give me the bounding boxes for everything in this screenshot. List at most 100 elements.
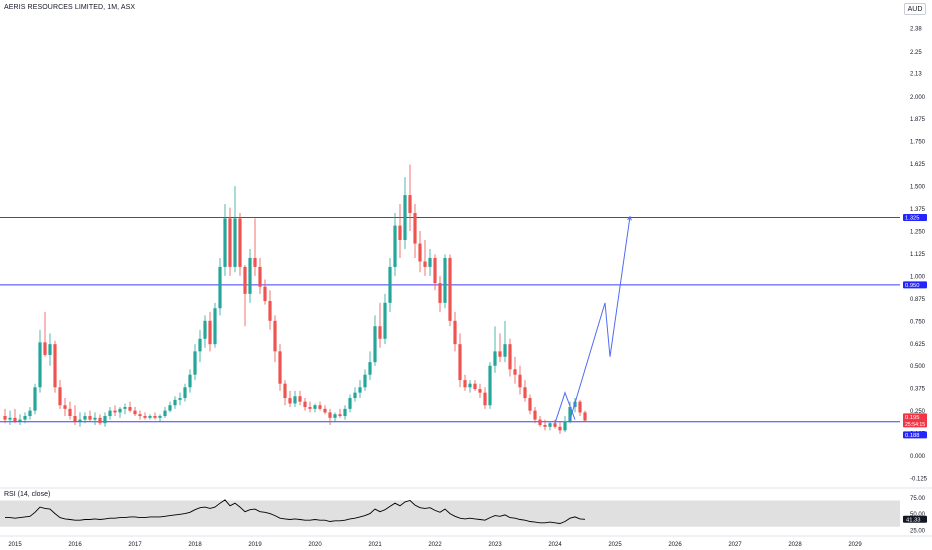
candle-body: [408, 195, 412, 214]
currency-selector[interactable]: AUD: [904, 3, 926, 15]
candle-body: [68, 408, 72, 417]
symbol-title: AERIS RESOURCES LIMITED, 1M, ASX: [4, 4, 136, 11]
candle-body: [48, 344, 52, 355]
candle-body: [568, 407, 572, 422]
rsi-current-box: [903, 515, 927, 523]
candle-body: [393, 225, 397, 267]
candle-body: [483, 392, 487, 406]
candle-body: [378, 326, 382, 339]
level-low-label: 0.188: [905, 433, 920, 439]
price-tick-label: 0.375: [910, 387, 926, 393]
candle-body: [538, 419, 542, 426]
candle-body: [548, 423, 552, 427]
candle-body: [123, 407, 127, 409]
candle-body: [508, 344, 512, 370]
candle-body: [18, 419, 22, 422]
candle-body: [78, 419, 82, 422]
rsi-line: [5, 499, 586, 524]
candle-body: [193, 351, 197, 375]
candle-body: [73, 416, 77, 422]
level-high-label: 1.325: [905, 216, 920, 222]
time-tick-label: 2024: [548, 542, 562, 548]
candle-body: [8, 417, 12, 420]
candle-body: [438, 283, 442, 303]
candle-body: [468, 383, 472, 388]
candle-body: [108, 410, 112, 417]
candle-body: [458, 344, 462, 381]
candle-body: [423, 261, 427, 267]
price-tick-label: 1.875: [910, 117, 926, 123]
candle-body: [223, 218, 227, 267]
price-tick-label: 1.125: [910, 252, 926, 258]
candle-body: [448, 257, 452, 321]
candle-body: [478, 389, 482, 393]
candle-body: [278, 351, 282, 384]
triangle-pattern: [554, 391, 576, 424]
price-tick-label: 2.000: [910, 95, 926, 101]
candle-body: [578, 401, 582, 413]
candle-body: [143, 416, 147, 418]
price-tick-label: 0.625: [910, 342, 926, 348]
candle-body: [228, 218, 232, 267]
candle-body: [33, 387, 37, 411]
candle-body: [383, 302, 387, 339]
price-tick-label: 1.625: [910, 162, 926, 168]
candle-body: [273, 320, 277, 352]
last-price-label-countdown: 25:54:15: [905, 422, 925, 428]
candle-body: [233, 218, 237, 267]
candle-body: [128, 407, 132, 411]
candle-body: [563, 421, 567, 431]
candle-body: [28, 410, 32, 417]
candle-body: [453, 320, 457, 345]
candle-body: [428, 257, 432, 267]
time-tick-label: 2026: [668, 542, 682, 548]
candle-body: [398, 225, 402, 240]
candle-body: [213, 308, 217, 345]
candle-body: [118, 408, 122, 413]
time-tick-label: 2017: [128, 542, 142, 548]
candle-body: [148, 416, 152, 418]
last-price-label: 0.195: [905, 415, 920, 421]
candle-body: [503, 344, 507, 357]
candle-body: [433, 257, 437, 284]
candle-body: [103, 416, 107, 424]
time-tick-label: 2029: [848, 542, 862, 548]
time-tick-label: 2020: [308, 542, 322, 548]
candle-body: [63, 405, 67, 409]
candle-body: [238, 218, 242, 267]
rsi-title: RSI (14, close): [4, 491, 51, 498]
candle-body: [528, 398, 532, 411]
candle-body: [353, 392, 357, 399]
candle-body: [158, 416, 162, 418]
price-tick-label: 2.25: [910, 50, 922, 56]
candle-body: [43, 342, 47, 355]
candle-body: [198, 338, 202, 352]
candle-body: [583, 412, 587, 421]
candle-body: [173, 399, 177, 406]
candle-body: [343, 408, 347, 417]
level-mid-label: 0.950: [905, 283, 920, 289]
candle-body: [88, 416, 92, 420]
candle-body: [348, 398, 352, 409]
candle-body: [258, 266, 262, 287]
candle-body: [308, 407, 312, 409]
price-tick-label: -0.125: [910, 477, 928, 483]
candle-body: [523, 387, 527, 399]
candle-body: [163, 410, 167, 417]
candle-body: [53, 344, 57, 388]
candle-body: [288, 398, 292, 404]
candle-body: [463, 380, 467, 388]
candle-body: [253, 257, 257, 267]
candle-body: [338, 414, 342, 417]
rsi-tick-label: 75.00: [910, 496, 926, 502]
time-tick-label: 2028: [788, 542, 802, 548]
candle-body: [203, 320, 207, 339]
candle-body: [473, 383, 477, 390]
candle-body: [98, 417, 102, 424]
rsi-current-label: 41.33: [906, 518, 921, 524]
candle-body: [58, 387, 62, 406]
candle-body: [303, 401, 307, 408]
rsi-tick-label: 50.00: [910, 512, 926, 518]
